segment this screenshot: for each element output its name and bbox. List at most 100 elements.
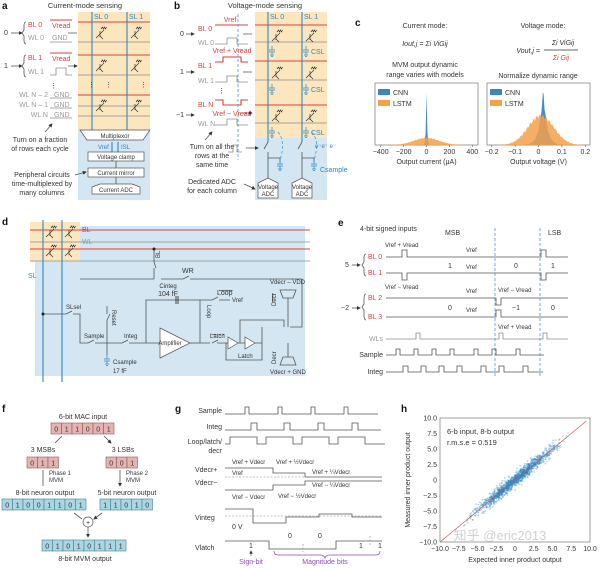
data-point — [499, 490, 501, 492]
data-point — [484, 502, 487, 504]
data-point — [509, 479, 512, 482]
vdecr-plus-waveform — [225, 467, 382, 478]
data-point — [526, 466, 529, 468]
data-point — [495, 495, 498, 498]
data-point — [502, 490, 505, 492]
data-point — [515, 481, 518, 484]
data-point — [536, 462, 539, 464]
data-point — [524, 472, 526, 475]
cinteg-label: Cinteg — [159, 284, 176, 290]
y-tick-label: −5.0 — [423, 509, 437, 516]
data-point — [535, 462, 538, 465]
data-point — [528, 474, 531, 477]
data-point — [508, 489, 511, 491]
data-point — [488, 505, 491, 507]
data-point — [555, 446, 558, 448]
data-point — [496, 492, 499, 494]
data-point — [472, 519, 474, 521]
data-point — [488, 492, 491, 495]
data-point — [527, 465, 530, 468]
data-point — [523, 475, 526, 477]
data-point — [503, 480, 506, 482]
data-point — [520, 478, 522, 480]
data-point — [538, 461, 541, 464]
data-point — [489, 501, 492, 503]
sl-label: SL — [28, 273, 37, 280]
data-point — [480, 504, 483, 506]
data-point — [484, 499, 487, 502]
data-point — [528, 470, 530, 472]
data-point — [481, 510, 484, 513]
data-point — [506, 492, 509, 494]
bit-value: 1 — [77, 544, 81, 551]
data-point — [508, 481, 511, 483]
data-point — [524, 475, 526, 477]
data-point — [492, 492, 494, 495]
data-point — [492, 500, 495, 503]
data-point — [538, 454, 541, 457]
data-point — [505, 492, 508, 495]
data-point — [537, 463, 539, 466]
data-point — [524, 466, 527, 469]
data-point — [509, 478, 512, 481]
data-point — [518, 477, 520, 480]
data-point — [526, 472, 529, 475]
data-point — [496, 492, 498, 495]
data-point — [509, 488, 512, 491]
data-point — [519, 479, 522, 482]
data-point — [505, 484, 507, 487]
data-point — [506, 486, 509, 489]
data-point — [506, 484, 508, 486]
data-point — [510, 484, 513, 486]
data-point — [530, 461, 533, 464]
data-point — [507, 487, 509, 490]
x-tick-label: 0.2 — [580, 149, 590, 156]
data-point — [562, 435, 564, 437]
bit-value: 0 — [45, 544, 49, 551]
data-point — [505, 483, 508, 486]
data-point — [501, 493, 503, 496]
cinteg-value: 104 fF — [158, 291, 178, 298]
histogram-voltage: CNN LSTM −0.2 −0.1 0 0.1 0.2 Output voltage (V) — [485, 82, 591, 166]
note-dedicated-adc: for each column — [187, 188, 237, 195]
data-point — [527, 469, 530, 471]
data-point — [549, 451, 551, 454]
data-point — [513, 477, 516, 480]
bit-value: 1 — [65, 427, 69, 434]
data-point — [515, 483, 518, 485]
data-point — [553, 444, 555, 447]
data-point — [501, 490, 504, 493]
phase1-label: Phase 1 — [49, 471, 72, 477]
data-point — [525, 467, 528, 470]
bl2-waveform — [386, 297, 568, 306]
data-point — [517, 474, 520, 477]
data-point — [520, 471, 523, 474]
data-point — [523, 472, 526, 475]
bit-value: 1 — [47, 503, 51, 510]
data-point — [531, 462, 534, 465]
inverter — [227, 336, 239, 350]
decr-label: Decr — [272, 351, 278, 364]
data-point — [526, 471, 529, 474]
data-point — [493, 488, 496, 491]
data-point — [476, 506, 478, 509]
data-point — [510, 487, 512, 490]
vref-label: Vref — [98, 145, 109, 151]
data-point — [536, 459, 539, 461]
data-point — [498, 489, 501, 492]
data-point — [506, 488, 508, 491]
data-point — [483, 503, 485, 505]
data-point — [483, 501, 485, 504]
x-axis-label: Output current (μA) — [396, 159, 456, 166]
data-point — [556, 447, 559, 450]
data-point — [533, 458, 536, 460]
data-point — [496, 486, 498, 489]
x-tick-label: 0 — [513, 546, 517, 553]
bit-value: 0 — [124, 503, 128, 510]
data-point — [519, 476, 522, 479]
data-point — [509, 481, 511, 484]
data-point — [515, 475, 518, 478]
data-point — [527, 463, 530, 466]
adder-symbol: + — [86, 520, 90, 527]
